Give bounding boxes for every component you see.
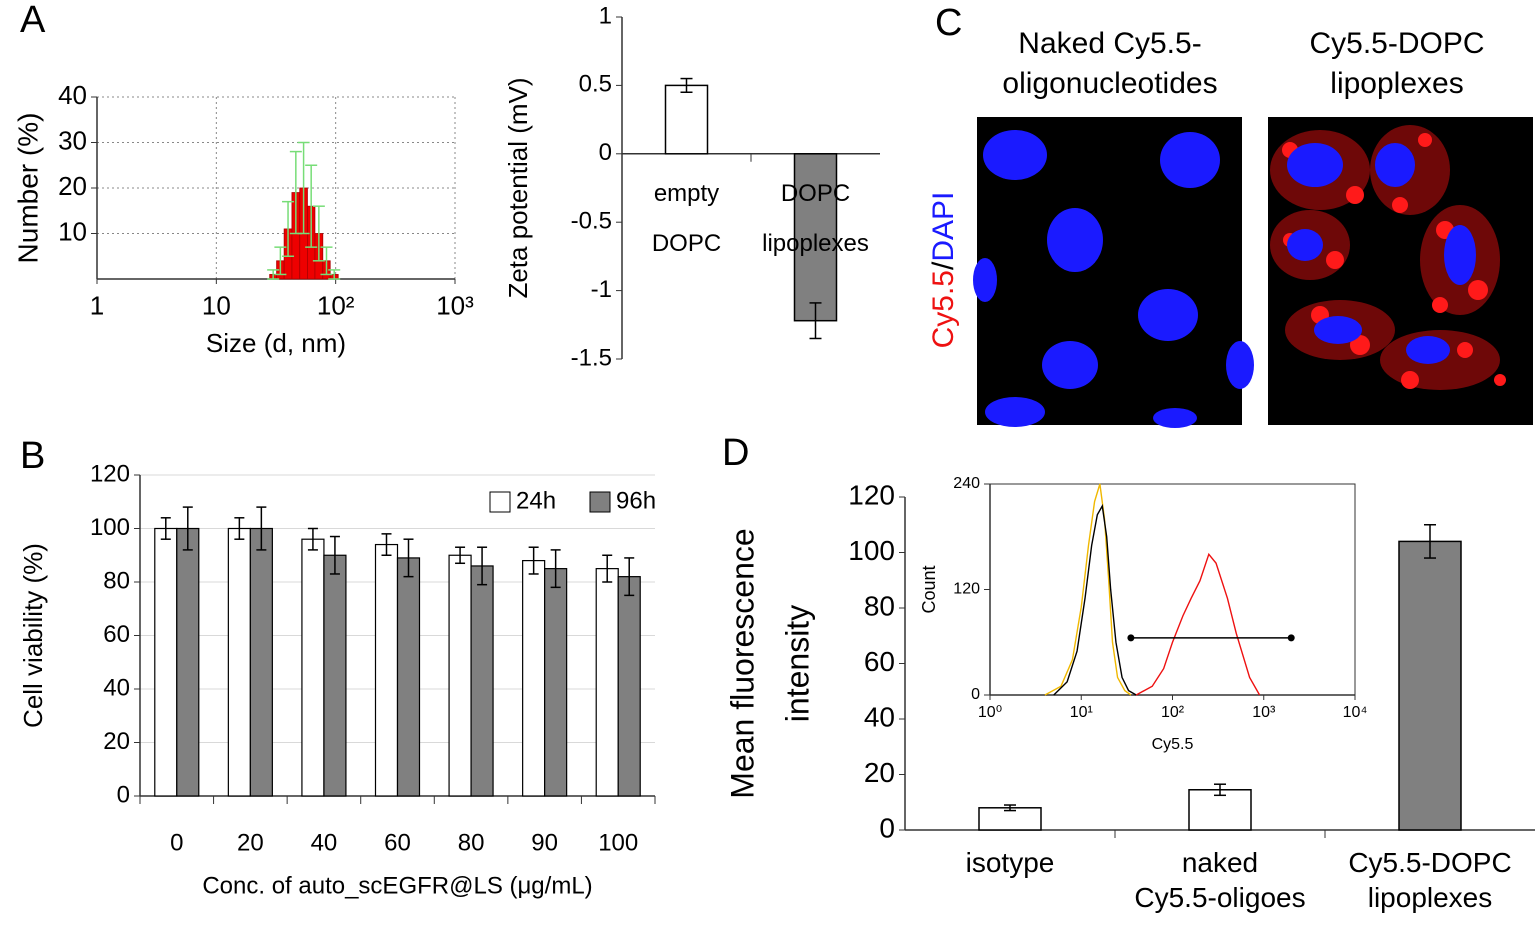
stain-label: Cy5.5/DAPI xyxy=(927,192,960,349)
x-tick-label: 80 xyxy=(458,829,485,856)
y-tick-label: 100 xyxy=(90,514,130,541)
x-axis-label: Conc. of auto_scEGFR@LS (μg/mL) xyxy=(202,872,592,899)
y-axis-label: Mean fluorescence xyxy=(724,528,760,798)
x-tick-label: isotype xyxy=(966,847,1055,878)
bar xyxy=(793,153,838,322)
y-tick-label: 40 xyxy=(103,674,130,701)
line xyxy=(1053,503,1137,696)
y-axis-label: intensity xyxy=(779,605,815,722)
legend-swatch xyxy=(489,491,511,513)
x-tick-label: DOPC lipoplexes xyxy=(762,180,869,257)
x-tick-label: 20 xyxy=(237,829,264,856)
x-tick-label: 10¹ xyxy=(1070,704,1093,721)
bar xyxy=(664,84,709,155)
x-tick-label: 90 xyxy=(531,829,558,856)
bar xyxy=(595,568,619,797)
bar xyxy=(154,527,178,797)
y-tick-label: 0.5 xyxy=(579,71,612,98)
x-tick-label: 10⁴ xyxy=(1343,704,1368,721)
y-tick-label: 120 xyxy=(953,581,980,598)
x-tick-label: 10⁰ xyxy=(978,704,1002,721)
bar xyxy=(522,559,546,797)
x-tick-label: 10 xyxy=(202,290,231,320)
y-tick-label: 80 xyxy=(864,590,895,621)
legend-label: 96h xyxy=(616,487,656,514)
micrograph-naked xyxy=(973,117,1254,428)
y-tick-label: 10 xyxy=(58,216,87,246)
panel-label: A xyxy=(20,0,46,41)
bar xyxy=(544,568,568,797)
x-tick-label: 60 xyxy=(384,829,411,856)
y-tick-label: 40 xyxy=(864,701,895,732)
bar xyxy=(374,543,399,797)
micrograph-title: Naked Cy5.5-oligonucleotides xyxy=(1002,27,1217,100)
y-axis-label: Number (%) xyxy=(12,113,43,264)
y-tick-label: 240 xyxy=(953,475,980,492)
line xyxy=(1044,483,1132,696)
y-tick-label: -1 xyxy=(591,276,612,303)
x-axis-label: Size (d, nm) xyxy=(206,328,346,358)
bar xyxy=(617,576,641,797)
y-tick-label: 0 xyxy=(879,812,895,843)
y-tick-label: -0.5 xyxy=(571,208,612,235)
panel-label: C xyxy=(935,2,962,44)
y-tick-label: 30 xyxy=(58,125,87,155)
bar xyxy=(301,538,325,797)
legend-label: 24h xyxy=(516,487,556,514)
x-axis-label: Cy5.5 xyxy=(1152,736,1194,753)
y-tick-label: 120 xyxy=(848,479,895,510)
y-tick-label: 0 xyxy=(599,139,612,166)
y-tick-label: 60 xyxy=(864,646,895,677)
x-tick-label: 40 xyxy=(311,829,338,856)
y-tick-label: 0 xyxy=(117,781,130,808)
micrograph-lipoplex xyxy=(1268,117,1533,425)
x-tick-label: empty DOPC xyxy=(652,180,721,257)
bar xyxy=(448,554,472,797)
y-tick-label: 20 xyxy=(58,171,87,201)
stain-part: / xyxy=(927,261,960,270)
y-tick-label: 40 xyxy=(58,80,87,110)
micrograph-title: Cy5.5-DOPC lipoplexes xyxy=(1309,27,1484,100)
y-tick-label: 120 xyxy=(90,460,130,487)
panel-label: B xyxy=(20,435,45,477)
x-tick-label: Cy5.5-DOPC lipoplexes xyxy=(1348,847,1511,913)
y-tick-label: 1 xyxy=(599,2,612,29)
gate-end xyxy=(1127,634,1135,642)
x-tick-label: 100 xyxy=(598,829,638,856)
y-tick-label: 0 xyxy=(971,686,980,703)
bar xyxy=(176,527,200,797)
x-tick-label: 10² xyxy=(317,290,355,320)
y-tick-label: 20 xyxy=(103,728,130,755)
x-tick-label: 10³ xyxy=(1252,704,1276,721)
bar xyxy=(249,527,273,797)
x-tick-label: 1 xyxy=(90,290,104,320)
y-axis-label: Count xyxy=(919,565,939,613)
y-axis-label: Cell viability (%) xyxy=(18,543,48,728)
gate-end xyxy=(1287,634,1295,642)
bar xyxy=(227,527,251,797)
stain-part: Cy5.5 xyxy=(927,270,960,348)
x-tick-label: 10³ xyxy=(436,290,474,320)
y-tick-label: 100 xyxy=(848,535,895,566)
bar xyxy=(470,565,494,797)
y-axis-label: Zeta potential (mV) xyxy=(503,77,533,298)
bar xyxy=(323,554,347,797)
bar xyxy=(1398,540,1462,831)
panel-label: D xyxy=(722,432,749,474)
x-tick-label: 0 xyxy=(170,829,183,856)
plot-frame xyxy=(989,483,1356,696)
stain-part: DAPI xyxy=(927,192,960,262)
y-tick-label: 20 xyxy=(864,757,895,788)
x-tick-label: naked Cy5.5-oligoes xyxy=(1134,847,1305,913)
y-tick-label: 60 xyxy=(103,621,130,648)
x-tick-label: 10² xyxy=(1161,704,1185,721)
legend-swatch xyxy=(589,491,611,513)
y-tick-label: -1.5 xyxy=(571,344,612,371)
line xyxy=(1135,552,1261,696)
y-tick-label: 80 xyxy=(103,567,130,594)
bar xyxy=(396,557,421,797)
